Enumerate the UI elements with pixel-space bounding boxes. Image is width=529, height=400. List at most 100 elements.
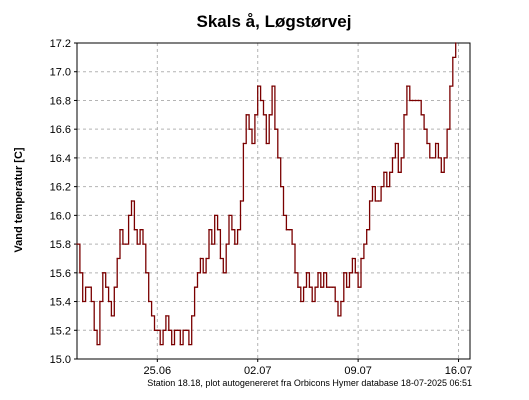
data-point	[271, 85, 273, 87]
y-tick-label: 16.4	[50, 153, 71, 165]
data-point	[268, 114, 270, 116]
y-tick-label: 15.8	[50, 239, 71, 251]
data-point	[165, 315, 167, 317]
y-axis: 15.0 15.2 15.4 15.6 15.8 16.0 16.2 16.4 16.6 16.8…	[50, 38, 77, 366]
data-point	[113, 286, 116, 288]
y-tick-label: 16.2	[50, 182, 71, 194]
data-point	[168, 329, 170, 331]
data-point	[142, 243, 144, 245]
data-point	[133, 229, 136, 231]
data-point	[205, 257, 207, 260]
data-point	[429, 157, 431, 159]
data-point	[193, 286, 196, 288]
data-point	[288, 229, 290, 231]
y-tick-label: 15.4	[50, 297, 71, 309]
data-point	[176, 329, 179, 331]
data-point	[179, 343, 181, 346]
data-point	[82, 300, 84, 303]
data-point	[79, 272, 81, 274]
data-point	[211, 243, 213, 245]
data-point	[274, 128, 276, 130]
grid	[77, 43, 470, 359]
y-tick-label: 15.6	[50, 268, 71, 280]
data-point	[236, 229, 239, 231]
data-point	[297, 286, 299, 288]
data-point	[354, 272, 356, 274]
data-point	[259, 99, 262, 102]
data-point	[300, 300, 302, 303]
data-point	[191, 315, 193, 317]
data-point	[331, 286, 333, 288]
data-point	[185, 329, 187, 331]
data-point	[214, 214, 216, 217]
data-point	[148, 300, 150, 303]
data-point	[116, 257, 118, 260]
data-point	[173, 329, 176, 331]
data-point	[308, 286, 311, 288]
data-point	[188, 343, 190, 346]
data-point	[348, 272, 351, 274]
data-point	[265, 142, 267, 145]
data-point	[325, 286, 328, 288]
data-point	[360, 257, 362, 260]
y-tick-label: 16.0	[50, 210, 71, 222]
data-point	[394, 142, 397, 145]
data-point	[420, 114, 422, 116]
data-point	[294, 272, 296, 274]
data-point	[414, 99, 417, 102]
data-point	[391, 157, 394, 159]
data-point	[397, 171, 399, 173]
data-point	[216, 229, 219, 231]
data-point	[449, 85, 451, 87]
data-point	[282, 214, 285, 217]
data-point	[366, 229, 368, 231]
data-point	[291, 243, 293, 245]
chart-footer: Station 18.18, plot autogenereret fra Or…	[147, 378, 472, 388]
data-point	[196, 272, 199, 274]
data-point	[334, 300, 336, 303]
data-point	[434, 142, 437, 145]
data-point	[386, 185, 388, 188]
data-point	[317, 272, 319, 274]
x-tick-label: 02.07	[244, 365, 272, 377]
data-point	[228, 214, 230, 217]
data-point	[130, 200, 133, 202]
data-point	[96, 343, 98, 346]
y-tick-label: 15.2	[50, 325, 71, 337]
data-point	[162, 329, 164, 331]
data-point	[446, 128, 448, 130]
data-point	[242, 142, 245, 145]
data-point	[345, 286, 348, 288]
x-axis: 25.06 02.07 09.07 16.07	[144, 359, 473, 377]
data-point	[411, 99, 414, 102]
data-point	[409, 99, 411, 102]
data-point	[423, 128, 425, 130]
data-point	[222, 272, 224, 274]
chart-title: Skals å, Løgstørvej	[197, 12, 352, 31]
x-tick-label: 25.06	[144, 365, 172, 377]
data-point	[127, 214, 130, 217]
data-point	[368, 200, 371, 202]
data-point	[383, 171, 385, 173]
y-tick-label: 17.0	[50, 67, 71, 79]
data-point	[328, 286, 331, 288]
data-point	[277, 157, 279, 159]
data-point	[105, 286, 107, 288]
data-point	[343, 272, 345, 274]
x-tick-label: 16.07	[445, 365, 473, 377]
x-tick-label: 09.07	[344, 365, 372, 377]
data-point	[231, 229, 233, 231]
data-point	[99, 300, 101, 303]
data-point	[357, 286, 359, 288]
data-point	[426, 142, 428, 145]
data-point	[208, 229, 210, 231]
y-tick-label: 16.8	[50, 95, 71, 107]
data-point	[159, 343, 161, 346]
data-point	[280, 185, 282, 188]
data-point	[380, 185, 382, 188]
data-point	[443, 157, 445, 159]
y-tick-label: 15.0	[50, 354, 71, 366]
data-point	[377, 200, 379, 202]
data-point	[76, 243, 78, 245]
data-point	[455, 42, 457, 44]
